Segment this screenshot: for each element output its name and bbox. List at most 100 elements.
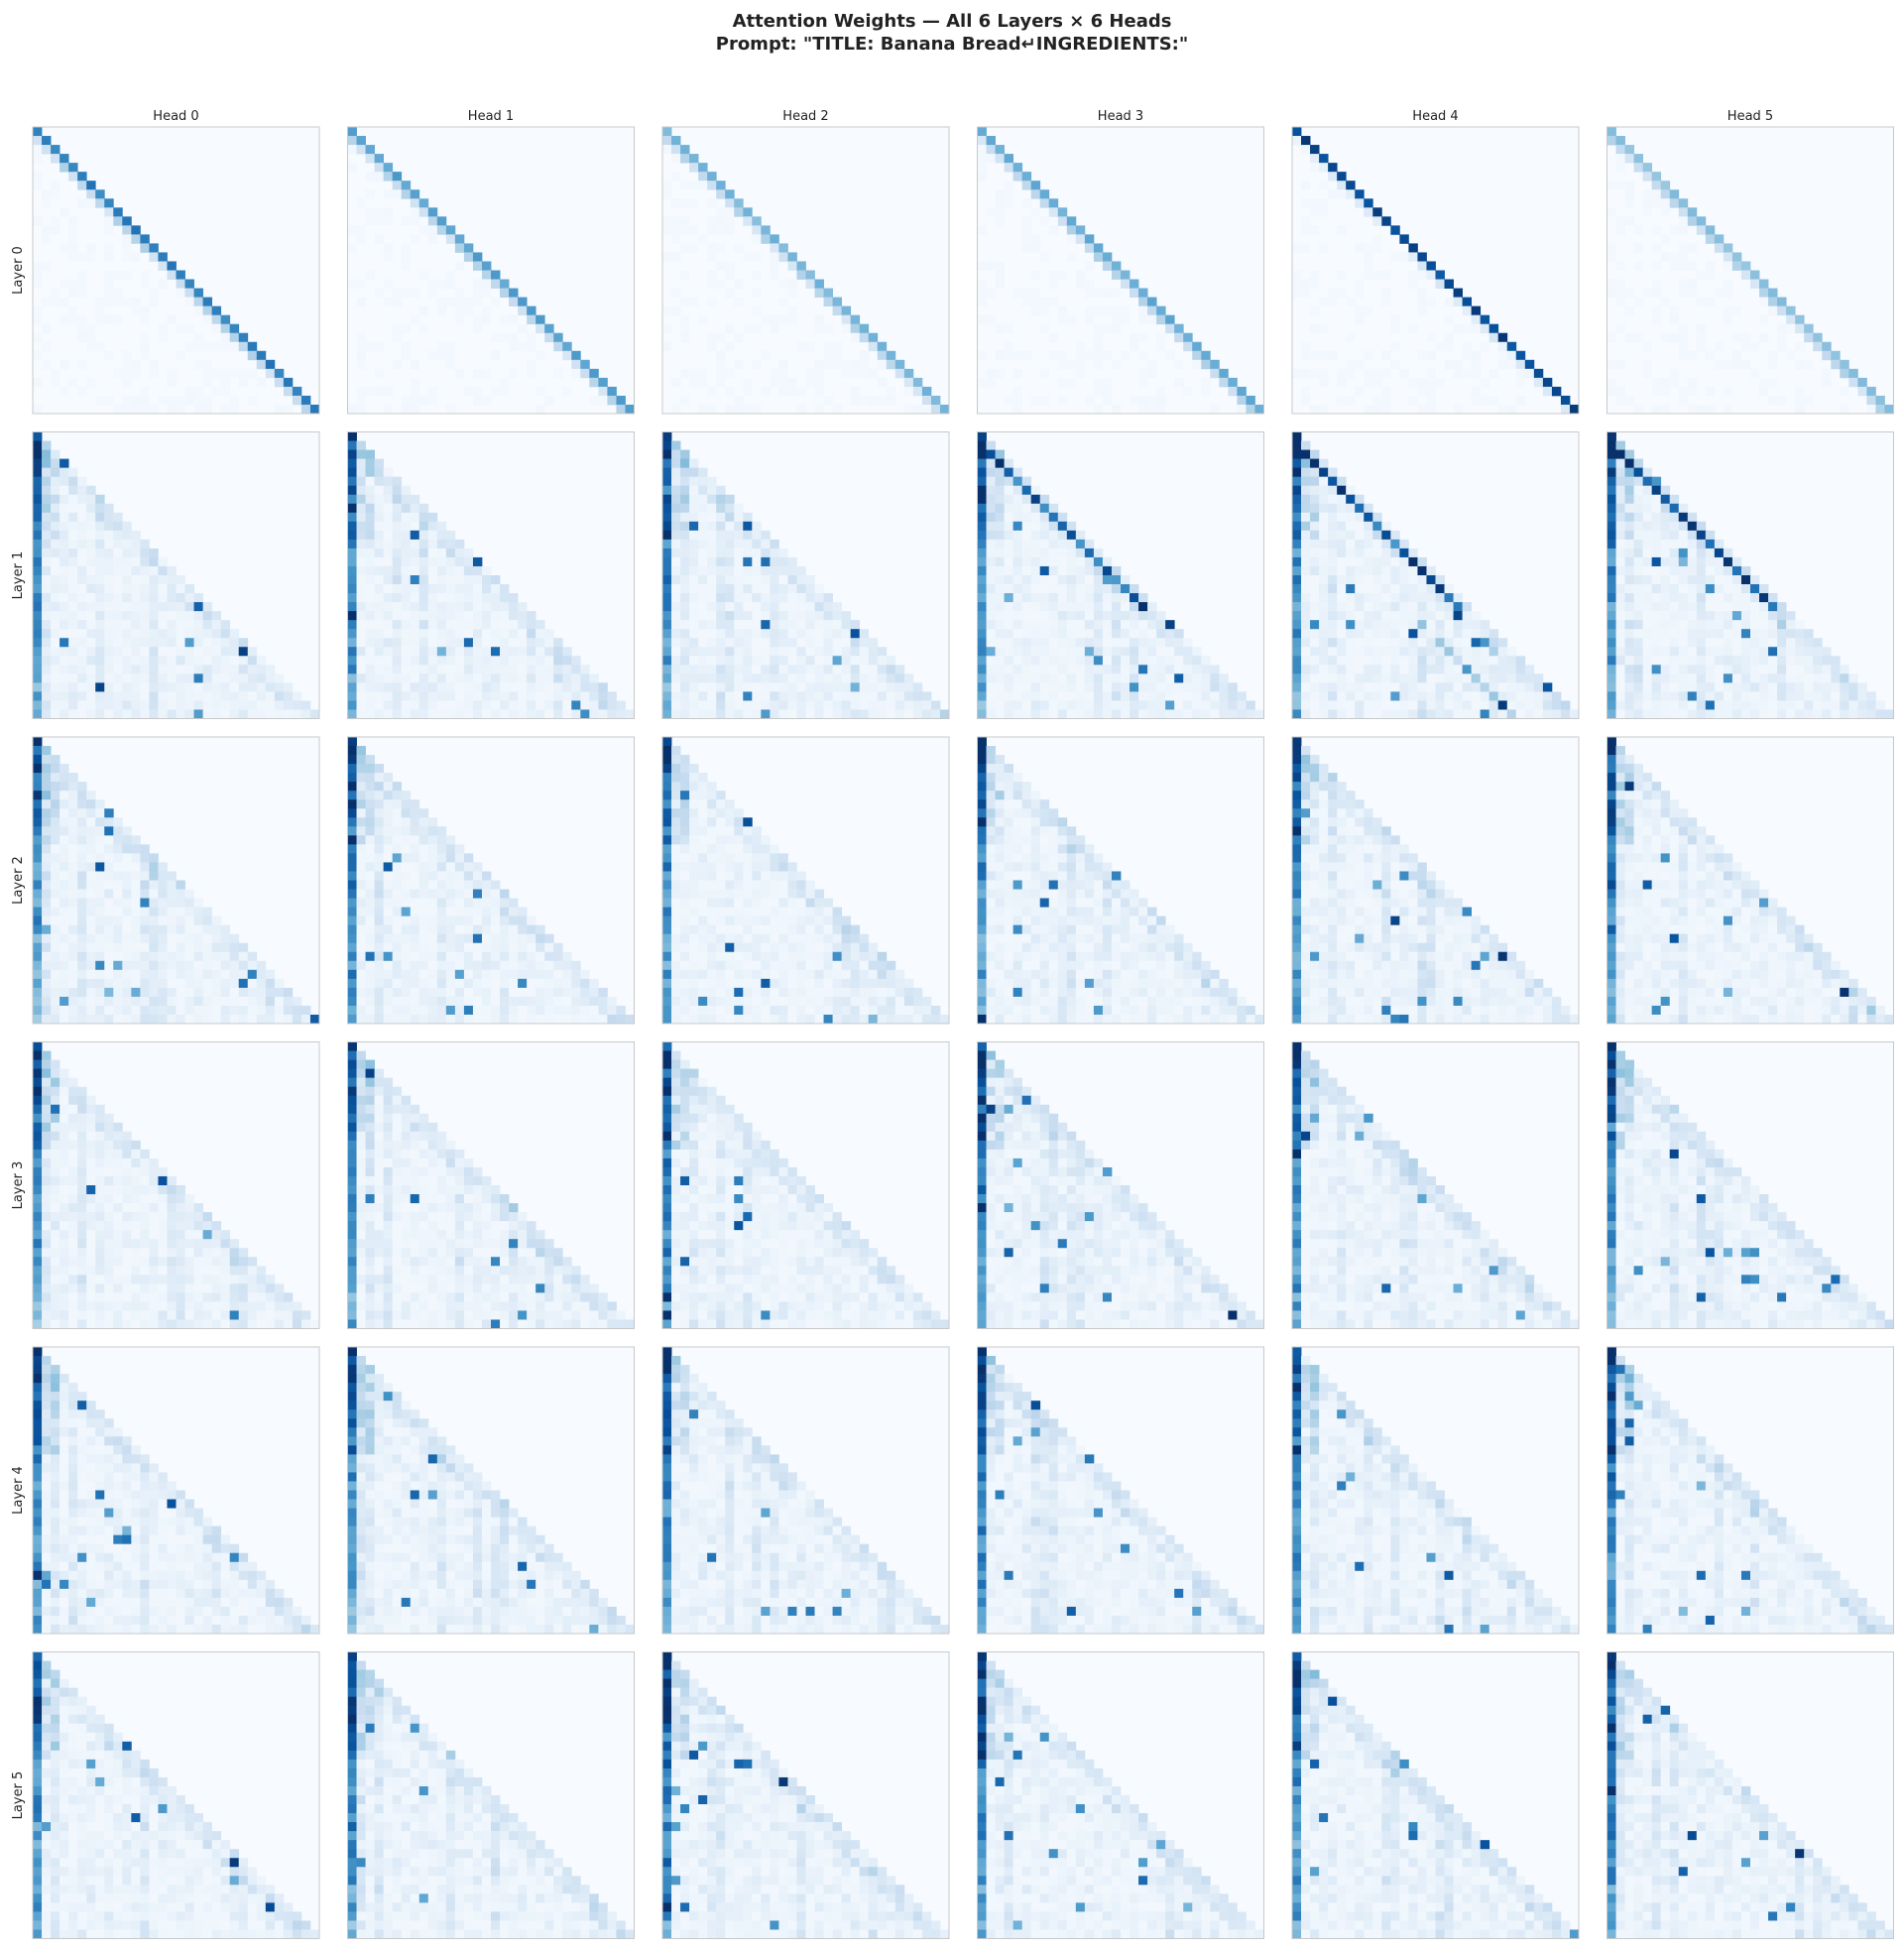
heatmap-cell	[410, 314, 420, 325]
heatmap-cell	[238, 996, 249, 1007]
heatmap-cell	[1102, 638, 1113, 648]
heatmap-cell	[401, 261, 412, 271]
heatmap-cell	[1390, 673, 1400, 683]
heatmap-cell	[850, 368, 861, 379]
heatmap-cell	[1075, 359, 1086, 370]
heatmap-cell	[1669, 647, 1680, 657]
heatmap-cell	[1337, 172, 1347, 182]
heatmap-cell	[903, 700, 914, 710]
heatmap-cell	[662, 216, 672, 226]
heatmap-cell	[509, 368, 519, 379]
heatmap-cell	[1337, 620, 1347, 630]
heatmap-cell	[365, 386, 375, 397]
heatmap-cell	[1687, 647, 1698, 657]
heatmap-cell	[716, 225, 726, 235]
heatmap-cell	[292, 395, 302, 406]
heatmap-cell	[500, 602, 510, 612]
heatmap-cell	[850, 638, 861, 648]
heatmap-cell	[1750, 665, 1760, 674]
heatmap-cell	[1012, 647, 1023, 657]
heatmap-cell	[1381, 395, 1391, 406]
heatmap-cell	[410, 198, 420, 208]
heatmap-cell	[1804, 629, 1814, 639]
heatmap-cell	[1453, 359, 1463, 370]
heatmap-cell	[1310, 323, 1320, 334]
heatmap-cell	[1364, 243, 1373, 253]
heatmap-cell	[1723, 575, 1733, 585]
heatmap-cell	[149, 556, 159, 567]
heatmap-cell	[1228, 691, 1238, 701]
heatmap-cell	[886, 665, 896, 674]
heatmap-cell	[814, 288, 824, 298]
heatmap-cell	[662, 665, 672, 674]
heatmap-cell	[1642, 575, 1653, 585]
heatmap-cell	[51, 297, 60, 307]
heatmap-cell	[356, 673, 366, 683]
heatmap-cell	[401, 620, 412, 630]
heatmap-cell	[977, 297, 987, 307]
heatmap-cell	[104, 207, 114, 217]
heatmap-cell	[158, 969, 168, 980]
heatmap-cell	[1301, 556, 1311, 567]
heatmap-cell	[1355, 279, 1365, 289]
heatmap-cell	[1319, 521, 1329, 532]
heatmap-cell	[1624, 611, 1634, 621]
heatmap-cell	[1651, 377, 1662, 388]
heatmap-cell	[1310, 225, 1320, 235]
heatmap-cell	[1857, 386, 1867, 397]
heatmap-cell	[1488, 682, 1499, 692]
heatmap-cell	[104, 584, 114, 594]
heatmap-cell	[356, 476, 366, 487]
heatmap-cell	[1740, 565, 1751, 576]
heatmap-cell	[527, 620, 536, 630]
heatmap-cell	[1669, 539, 1680, 549]
heatmap-cell	[1292, 665, 1302, 674]
heatmap-cell	[229, 368, 240, 379]
heatmap-cell	[401, 593, 412, 603]
heatmap-cell	[1731, 565, 1742, 576]
heatmap-cell	[1372, 665, 1382, 674]
heatmap-cell	[725, 629, 735, 639]
heatmap-cell	[1381, 638, 1391, 648]
heatmap-cell	[184, 969, 194, 980]
heatmap-cell	[33, 638, 43, 648]
heatmap-cell	[814, 584, 824, 594]
heatmap-cell	[1390, 314, 1400, 325]
heatmap-cell	[1651, 593, 1662, 603]
heatmap-cell	[1292, 638, 1302, 648]
heatmap-cell	[149, 602, 159, 612]
heatmap-cell	[51, 987, 60, 998]
heatmap-cell	[1687, 611, 1698, 621]
heatmap-cell	[167, 951, 177, 962]
heatmap-cell	[1093, 673, 1104, 683]
heatmap-cell	[122, 575, 132, 585]
heatmap-cell	[1004, 539, 1014, 549]
heatmap-cell	[42, 234, 52, 244]
heatmap-cell	[1731, 593, 1742, 603]
heatmap-cell	[1066, 539, 1077, 549]
heatmap-cell	[193, 656, 203, 666]
heatmap-cell	[427, 548, 438, 558]
heatmap-cell	[778, 682, 788, 692]
heatmap-cell	[220, 700, 231, 710]
heatmap-cell	[1786, 629, 1796, 639]
heatmap-cell	[1156, 709, 1166, 719]
heatmap-cell	[427, 638, 438, 648]
heatmap-cell	[761, 575, 771, 585]
heatmap-cell	[1004, 565, 1014, 576]
heatmap-cell	[671, 377, 681, 388]
heatmap-cell	[1012, 629, 1023, 639]
heatmap-cell	[761, 620, 771, 630]
heatmap-cell	[140, 880, 150, 890]
heatmap-cell	[33, 960, 43, 971]
heatmap-cell	[1004, 647, 1014, 657]
heatmap-cell	[374, 673, 385, 683]
heatmap-cell	[60, 359, 69, 370]
heatmap-cell	[1786, 611, 1796, 621]
heatmap-cell	[42, 933, 52, 944]
heatmap-cell	[770, 323, 779, 334]
heatmap-cell	[1497, 647, 1508, 657]
heatmap-cell	[1093, 682, 1104, 692]
heatmap-cell	[383, 556, 394, 567]
heatmap-cell	[383, 673, 394, 683]
